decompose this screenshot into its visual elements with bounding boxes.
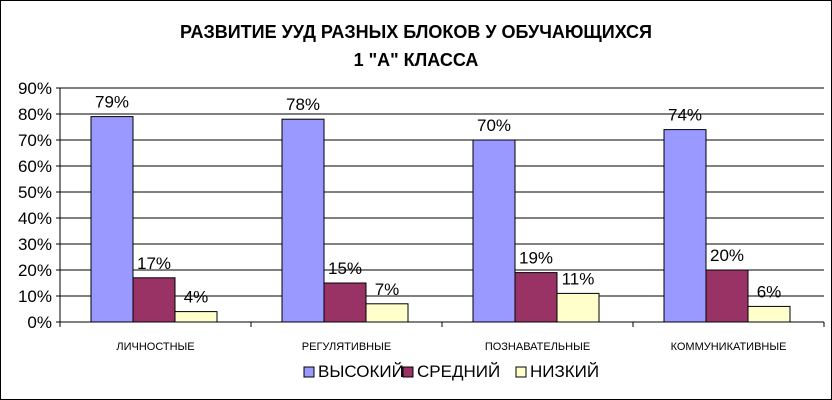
- y-tick-label: 80%: [18, 105, 52, 124]
- legend-label: СРЕДНИЙ: [417, 362, 500, 381]
- bar-высокий: [663, 129, 707, 323]
- y-tick-label: 30%: [18, 235, 52, 254]
- y-tick-label: 90%: [18, 79, 52, 98]
- data-label: 19%: [519, 249, 553, 268]
- data-label: 6%: [757, 282, 782, 301]
- data-label: 79%: [95, 93, 129, 112]
- data-label: 20%: [710, 246, 744, 265]
- data-label: 4%: [184, 288, 209, 307]
- y-tick-label: 50%: [18, 183, 52, 202]
- data-label: 17%: [137, 254, 171, 273]
- legend-label: НИЗКИЙ: [530, 362, 599, 381]
- data-label: 74%: [668, 106, 702, 125]
- legend-label: ВЫСОКИЙ: [318, 362, 404, 381]
- y-tick-label: 20%: [18, 261, 52, 280]
- bar-низкий: [556, 292, 600, 323]
- data-label: 78%: [286, 95, 320, 114]
- bar-средний: [323, 282, 367, 323]
- y-tick-label: 0%: [27, 313, 52, 332]
- bar-средний: [705, 269, 749, 323]
- legend-swatch: [303, 366, 315, 378]
- x-tick-label: РЕГУЛЯТИВНЫЕ: [302, 341, 391, 353]
- x-tick-label: ЛИЧНОСТНЫЕ: [116, 341, 194, 353]
- bar-средний: [132, 277, 176, 323]
- y-tick-label: 10%: [18, 287, 52, 306]
- bar-средний: [514, 272, 558, 323]
- data-label: 11%: [562, 269, 595, 288]
- data-label: 70%: [477, 116, 511, 135]
- bar-высокий: [472, 139, 516, 323]
- y-tick-label: 60%: [18, 157, 52, 176]
- x-tick-label: КОММУНИКАТИВНЫЕ: [671, 341, 787, 353]
- chart-title-line-1: РАЗВИТИЕ УУД РАЗНЫХ БЛОКОВ У ОБУЧАЮЩИХСЯ: [180, 22, 652, 42]
- chart-title-line-2: 1 "А" КЛАССА: [353, 50, 479, 70]
- y-tick-label: 70%: [18, 131, 52, 150]
- data-label: 15%: [328, 259, 362, 278]
- bar-низкий: [747, 305, 791, 323]
- x-tick-label: ПОЗНАВАТЕЛЬНЫЕ: [485, 341, 590, 353]
- data-label: 7%: [375, 280, 400, 299]
- bar-высокий: [90, 116, 134, 323]
- legend-swatch: [402, 366, 414, 378]
- bar-низкий: [174, 311, 218, 323]
- bar-низкий: [365, 303, 409, 323]
- legend-swatch: [515, 366, 527, 378]
- y-tick-label: 40%: [18, 209, 52, 228]
- bar-высокий: [281, 118, 325, 323]
